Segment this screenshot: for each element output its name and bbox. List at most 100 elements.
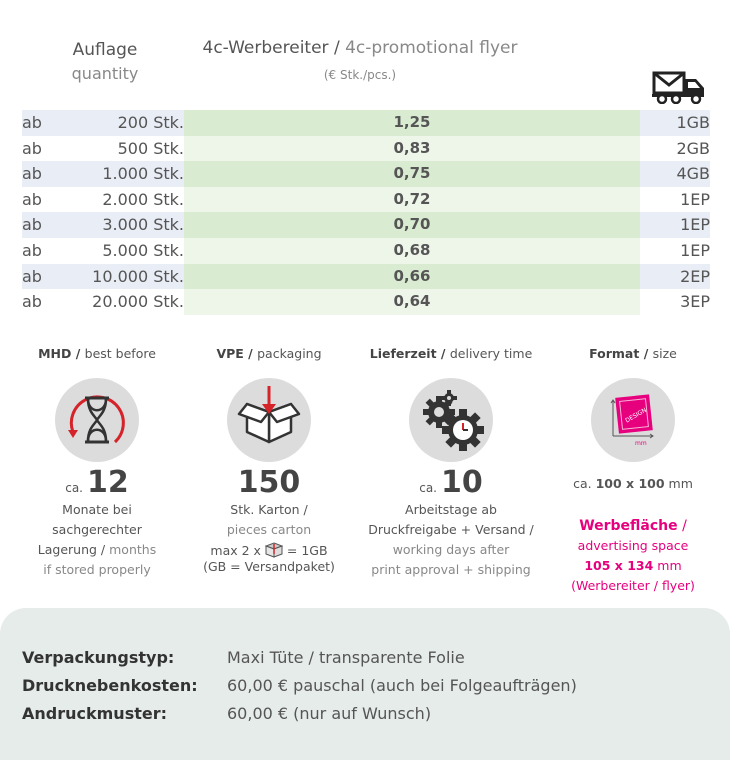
format-size-unit: mm: [668, 476, 693, 491]
price-table: ab 200 Stk. 1,25 1GB ab 500 Stk. 0,83 2G…: [22, 110, 710, 315]
delivery-title-en: delivery time: [449, 346, 533, 361]
price-unit: (€ Stk./pcs.): [323, 68, 397, 82]
price-row-quantity: 500 Stk.: [70, 135, 184, 162]
price-row-quantity: 10.000 Stk.: [70, 263, 184, 290]
advertising-space-note: (Werbereiter / flyer): [571, 578, 695, 593]
packaging-value: 150: [237, 465, 301, 500]
packaging-block: VPE / packaging 150 Stk. Karton / pieces…: [184, 344, 354, 575]
price-row-from: ab: [22, 289, 70, 315]
price-row-quantity: 20.000 Stk.: [70, 289, 184, 315]
details-panel: Verpackungstyp: Maxi Tüte / transparente …: [0, 608, 730, 760]
additional-costs-label: Drucknebenkosten:: [22, 676, 198, 695]
delivery-line4: print approval + shipping: [371, 562, 531, 577]
price-row: ab 2.000 Stk. 0,72 1EP: [22, 186, 710, 213]
format-size-value: 100 x 100: [595, 476, 665, 491]
price-row-shipping: 1GB: [640, 110, 710, 136]
packaging-type-label: Verpackungstyp:: [22, 648, 175, 667]
product-title-en: 4c-promotional flyer: [345, 38, 518, 58]
price-row: ab 5.000 Stk. 0,68 1EP: [22, 237, 710, 264]
packaging-line4: (GB = Versandpaket): [203, 559, 335, 574]
price-row-price: 1,25: [184, 110, 640, 136]
delivery-line1: Arbeitstage ab: [405, 502, 497, 517]
price-row-from: ab: [22, 237, 70, 264]
product-header: 4c-Werbereiter / 4c-promotional flyer (€…: [190, 36, 530, 82]
price-row: ab 200 Stk. 1,25 1GB: [22, 110, 710, 136]
price-row-shipping: 4GB: [640, 161, 710, 187]
price-row-price: 0,66: [184, 263, 640, 290]
price-row-from: ab: [22, 135, 70, 162]
price-row-from: ab: [22, 110, 70, 136]
packaging-line3a: max 2 x: [210, 543, 261, 558]
price-row-from: ab: [22, 263, 70, 290]
price-row-quantity: 1.000 Stk.: [70, 161, 184, 187]
price-row-quantity: 2.000 Stk.: [70, 186, 184, 213]
price-row-price: 0,72: [184, 186, 640, 213]
price-row-price: 0,68: [184, 237, 640, 264]
delivery-time-block: Lieferzeit / delivery time: [366, 344, 536, 580]
price-row-quantity: 200 Stk.: [70, 110, 184, 136]
best-before-line3-de: Lagerung: [37, 542, 97, 557]
box-icon: [227, 378, 311, 462]
quantity-header-en: quantity: [71, 64, 139, 83]
packaging-line1: Stk. Karton /: [230, 502, 308, 517]
price-row-quantity: 5.000 Stk.: [70, 237, 184, 264]
packaging-type-value: Maxi Tüte / transparente Folie: [227, 648, 465, 667]
price-row-shipping: 1EP: [640, 186, 710, 213]
format-block: Format / size DESIGN mm ca. 100 x 100 mm…: [548, 344, 718, 596]
advertising-space-unit: mm: [657, 558, 682, 573]
packaging-title-en: packaging: [257, 346, 322, 361]
price-row-price: 0,83: [184, 135, 640, 162]
best-before-title-en: best before: [84, 346, 156, 361]
gears-clock-icon: [409, 378, 493, 462]
format-ca: ca.: [573, 476, 592, 491]
price-row-from: ab: [22, 212, 70, 238]
format-title-de: Format: [589, 346, 640, 361]
product-title-de: 4c-Werbereiter: [202, 38, 329, 58]
price-row-shipping: 2EP: [640, 263, 710, 290]
advertising-space-title-de: Werbefläche: [579, 518, 678, 534]
product-title-sep: /: [328, 38, 346, 58]
format-icon-unit: mm: [635, 440, 647, 447]
advertising-space-size: 105 x 134: [584, 558, 654, 573]
best-before-title-de: MHD: [38, 346, 72, 361]
hourglass-icon: [55, 378, 139, 462]
price-row-price: 0,75: [184, 161, 640, 187]
delivery-value: 10: [441, 465, 483, 500]
delivery-line3: working days after: [392, 542, 510, 557]
best-before-line3-en: months: [109, 542, 157, 557]
packaging-line2: pieces carton: [226, 522, 312, 537]
quantity-header: Auflage quantity: [40, 38, 170, 86]
price-row-shipping: 1EP: [640, 212, 710, 238]
delivery-line2: Druckfreigabe + Versand /: [368, 522, 534, 537]
price-row-shipping: 3EP: [640, 289, 710, 315]
packaging-type-row: Verpackungstyp: Maxi Tüte / transparente …: [22, 644, 465, 672]
delivery-truck-envelope-icon: [652, 71, 704, 104]
best-before-ca: ca.: [65, 481, 83, 495]
proof-sample-row: Andruckmuster: 60,00 € (nur auf Wunsch): [22, 700, 431, 728]
price-row-price: 0,64: [184, 289, 640, 315]
price-row: ab 10.000 Stk. 0,66 2EP: [22, 263, 710, 290]
price-row-shipping: 2GB: [640, 135, 710, 162]
delivery-ca: ca.: [419, 481, 437, 495]
price-row: ab 1.000 Stk. 0,75 4GB: [22, 161, 710, 187]
proof-sample-label: Andruckmuster:: [22, 704, 168, 723]
format-title-en: size: [652, 346, 677, 361]
price-row: ab 500 Stk. 0,83 2GB: [22, 135, 710, 162]
advertising-space-title-en: advertising space: [577, 538, 689, 553]
price-row-from: ab: [22, 161, 70, 187]
price-row: ab 3.000 Stk. 0,70 1EP: [22, 212, 710, 238]
price-row-from: ab: [22, 186, 70, 213]
best-before-line2: sachgerechter: [52, 522, 142, 537]
additional-costs-row: Drucknebenkosten: 60,00 € pauschal (auch …: [22, 672, 577, 700]
best-before-line1: Monate bei: [62, 502, 132, 517]
packaging-line3b: = 1GB: [286, 543, 328, 558]
price-row: ab 20.000 Stk. 0,64 3EP: [22, 289, 710, 315]
packaging-title-de: VPE: [216, 346, 244, 361]
proof-sample-value: 60,00 € (nur auf Wunsch): [227, 704, 432, 723]
quantity-header-de: Auflage: [72, 40, 138, 60]
additional-costs-value: 60,00 € pauschal (auch bei Folgeaufträge…: [227, 676, 577, 695]
price-row-shipping: 1EP: [640, 237, 710, 264]
best-before-value: 12: [87, 465, 129, 500]
format-size-icon: DESIGN mm: [591, 378, 675, 462]
delivery-title-de: Lieferzeit: [369, 346, 437, 361]
